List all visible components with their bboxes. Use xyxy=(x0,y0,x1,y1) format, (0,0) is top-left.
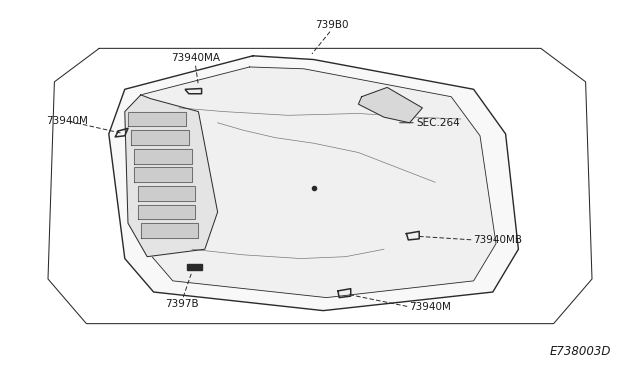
Text: 73940MA: 73940MA xyxy=(171,53,220,63)
Polygon shape xyxy=(125,95,218,257)
Text: SEC.264: SEC.264 xyxy=(416,118,460,128)
Polygon shape xyxy=(131,130,189,145)
Text: E738003D: E738003D xyxy=(550,345,611,358)
Polygon shape xyxy=(128,67,496,298)
Polygon shape xyxy=(128,112,186,126)
Text: 7397B: 7397B xyxy=(166,299,199,310)
Polygon shape xyxy=(358,87,422,123)
Text: 73940M: 73940M xyxy=(46,116,88,126)
Polygon shape xyxy=(109,56,518,311)
Polygon shape xyxy=(187,264,202,270)
Polygon shape xyxy=(138,186,195,201)
Text: 739B0: 739B0 xyxy=(315,20,348,30)
Text: 73940MB: 73940MB xyxy=(474,235,523,245)
Polygon shape xyxy=(141,223,198,238)
Polygon shape xyxy=(134,149,192,164)
Polygon shape xyxy=(134,167,192,182)
Text: 73940M: 73940M xyxy=(410,302,451,312)
Polygon shape xyxy=(138,205,195,219)
